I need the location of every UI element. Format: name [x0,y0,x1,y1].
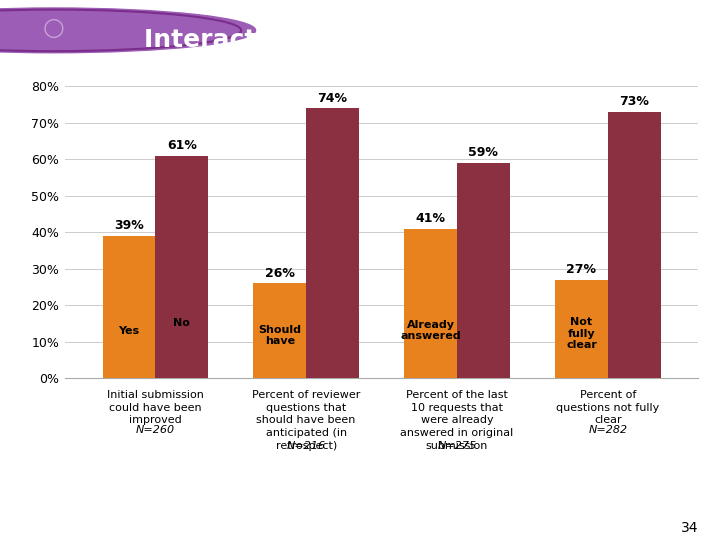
Text: 73%: 73% [619,95,649,108]
Bar [102,236,156,378]
Text: Percent of
questions not fully
clear: Percent of questions not fully clear [557,390,660,426]
Bar [156,156,208,378]
Text: 39%: 39% [114,219,144,232]
Bar [306,108,359,378]
Bar [404,228,457,378]
Text: Percent of the last
10 requests that
were already
answered in original
submissio: Percent of the last 10 requests that wer… [400,390,513,451]
Text: 26%: 26% [265,267,294,280]
Text: 59%: 59% [469,146,498,159]
Text: Not
fully
clear: Not fully clear [566,317,597,350]
Bar [457,163,510,378]
Circle shape [0,8,256,53]
Bar [608,112,661,378]
Text: N=282: N=282 [588,424,627,435]
Text: N=216: N=216 [287,442,325,451]
Text: 27%: 27% [567,263,596,276]
Text: N=260: N=260 [136,424,175,435]
Text: 61%: 61% [167,139,197,152]
Bar [253,283,306,378]
Text: No: No [174,318,190,328]
Bar [555,280,608,378]
Text: Interaction: Respondent’s Perspective: Interaction: Respondent’s Perspective [144,28,686,52]
Text: Percent of reviewer
questions that
should have been
anticipated (in
retrospect): Percent of reviewer questions that shoul… [252,390,360,451]
Text: Should
have: Should have [258,325,301,346]
Text: NORTHWESTERN
UNIVERSITY: NORTHWESTERN UNIVERSITY [22,56,86,76]
Text: ○: ○ [43,16,65,40]
Text: Initial submission
could have been
improved: Initial submission could have been impro… [107,390,204,426]
Text: 74%: 74% [318,92,348,105]
Text: N=275: N=275 [438,442,477,451]
Text: 41%: 41% [415,212,446,225]
Text: 34: 34 [681,521,698,535]
Text: Yes: Yes [118,326,140,336]
Text: Already
answered: Already answered [400,320,461,341]
